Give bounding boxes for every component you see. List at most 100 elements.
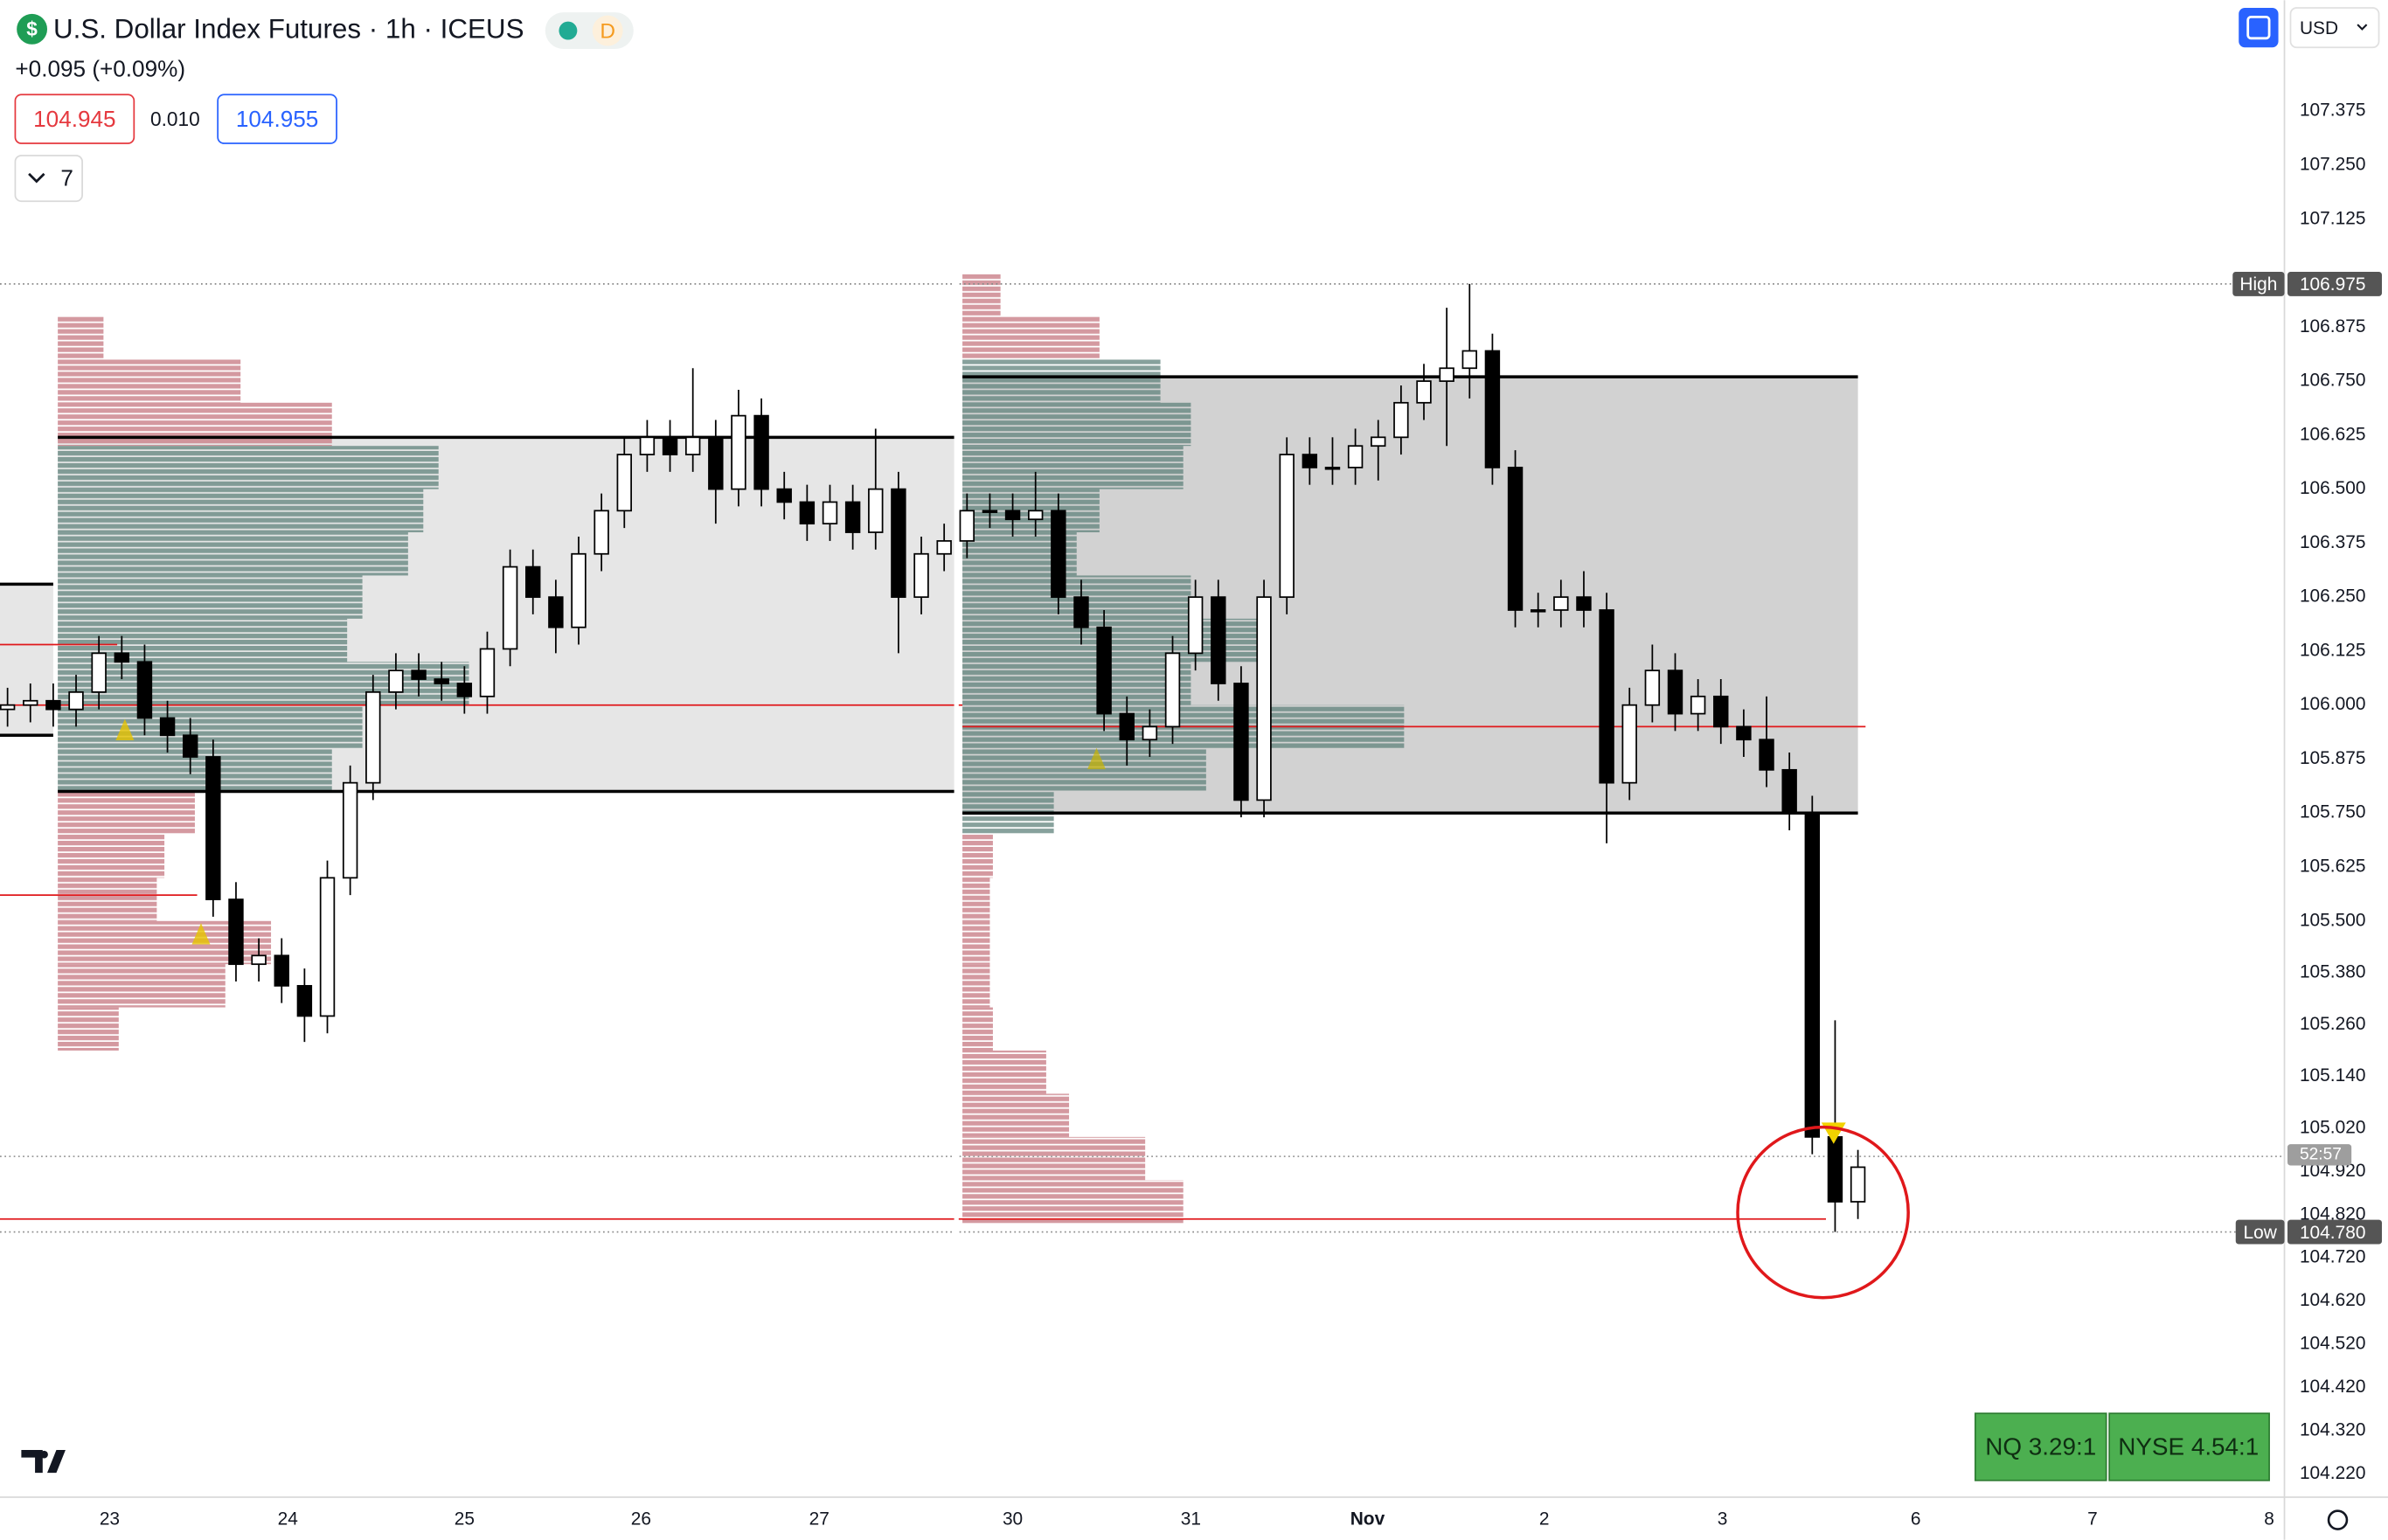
volume-row (58, 532, 408, 576)
ask-price[interactable]: 104.955 (236, 106, 318, 132)
volume-row (58, 878, 157, 921)
candle-body (456, 683, 473, 697)
chevron (28, 172, 45, 184)
logo-dot (40, 1450, 48, 1459)
candle-body (1347, 445, 1364, 468)
candle-body (1256, 596, 1272, 801)
x-tick-label: 8 (2264, 1509, 2274, 1530)
candle-body (502, 565, 518, 650)
logo (21, 1449, 66, 1474)
ratio-box (2108, 1412, 2270, 1481)
signal-up (1087, 747, 1106, 770)
candle-body (1187, 596, 1204, 655)
indicators-count[interactable]: 7 (60, 165, 73, 191)
candle-body (525, 565, 541, 599)
candle-body (776, 488, 792, 503)
candle-body (251, 954, 267, 966)
candle-body (23, 699, 38, 706)
volume-row (58, 704, 363, 749)
candle-body (1827, 1135, 1843, 1203)
volume-row (962, 1180, 1184, 1224)
candle-body (1324, 467, 1341, 470)
candle-body (1233, 683, 1249, 801)
y-tick-label: 106.375 (2300, 532, 2366, 552)
volume-row (58, 964, 226, 1008)
low-price-box (2287, 1219, 2383, 1245)
bid-price[interactable]: 104.945 (33, 106, 115, 132)
currency[interactable]: USD (2300, 18, 2338, 38)
settings-icon[interactable] (2327, 1509, 2349, 1530)
volume-row (58, 446, 439, 489)
bid-button[interactable] (14, 94, 135, 144)
candle-body (1393, 401, 1409, 439)
volume-row (962, 273, 1001, 316)
high-price-box (2287, 271, 2383, 296)
y-tick-label: 104.720 (2300, 1247, 2366, 1267)
candle-body (91, 652, 107, 693)
candle-body (1759, 739, 1774, 771)
x-tick-label: 31 (1181, 1509, 1201, 1530)
candle-body (1690, 695, 1706, 715)
candle-body (684, 436, 701, 455)
candle-body (228, 898, 244, 966)
highlight-circle (1736, 1125, 1910, 1300)
symbol-title: U.S. Dollar Index Futures · 1h · ICEUS (53, 13, 524, 44)
candle-body (1507, 467, 1524, 611)
candle-body (1051, 510, 1066, 599)
ratio-text: NYSE 4.54:1 (2118, 1433, 2259, 1460)
y-tick-label: 107.375 (2300, 101, 2366, 121)
candle-body (1553, 596, 1569, 611)
candle-body (479, 648, 496, 697)
x-tick-label: 7 (2087, 1509, 2098, 1530)
y-tick-label: 105.500 (2300, 910, 2366, 930)
volume-row (962, 1051, 1046, 1094)
x-tick-label: Nov (1350, 1509, 1385, 1530)
x-tick-label: 30 (1003, 1509, 1023, 1530)
badge-text: D (600, 19, 615, 43)
indicators-toggle[interactable] (14, 155, 83, 203)
candle-body (753, 414, 769, 490)
candle-body (1416, 380, 1432, 404)
y-tick-label: 105.140 (2300, 1065, 2366, 1086)
ratio-box (1974, 1412, 2107, 1481)
currency-select[interactable] (2289, 7, 2380, 49)
y-tick-label: 104.520 (2300, 1334, 2366, 1354)
high-price: 106.975 (2300, 274, 2366, 295)
y-tick-label: 105.380 (2300, 962, 2366, 982)
high-name: High (2239, 274, 2277, 295)
candle-body (365, 691, 381, 784)
signal-up (191, 923, 211, 945)
y-tick-label: 106.000 (2300, 694, 2366, 714)
y-tick-label: 107.250 (2300, 155, 2366, 175)
y-tick-label: 104.820 (2300, 1204, 2366, 1224)
candle-body (1621, 704, 1637, 784)
volume-row (58, 359, 241, 403)
low-name: Low (2243, 1223, 2277, 1243)
symbol-icon (17, 13, 48, 45)
y-tick-label: 105.750 (2300, 802, 2366, 822)
signal-up (115, 718, 135, 741)
y-tick-label: 104.220 (2300, 1463, 2366, 1483)
candle-body (799, 501, 816, 525)
candle-body (68, 691, 84, 711)
price-axis (2284, 0, 2388, 1540)
volume-row (58, 1007, 119, 1051)
ask-button[interactable] (217, 94, 337, 144)
y-tick-label: 104.320 (2300, 1419, 2366, 1439)
candle-body (1736, 725, 1752, 741)
candle-body (1804, 812, 1821, 1138)
candle-body (1073, 596, 1089, 628)
candle-body (411, 669, 427, 680)
volume-row (58, 402, 332, 447)
candle-body (708, 436, 724, 490)
low-name-box (2235, 1219, 2285, 1245)
low-price: 104.780 (2300, 1223, 2366, 1243)
candle-body (434, 678, 449, 684)
fullscreen-button[interactable] (2239, 7, 2279, 48)
candle-body (0, 704, 16, 711)
volume-row (962, 316, 1100, 360)
candle-body (159, 717, 176, 737)
badge (592, 15, 623, 46)
x-tick-label: 6 (1911, 1509, 1921, 1530)
candle-body (1164, 652, 1181, 728)
